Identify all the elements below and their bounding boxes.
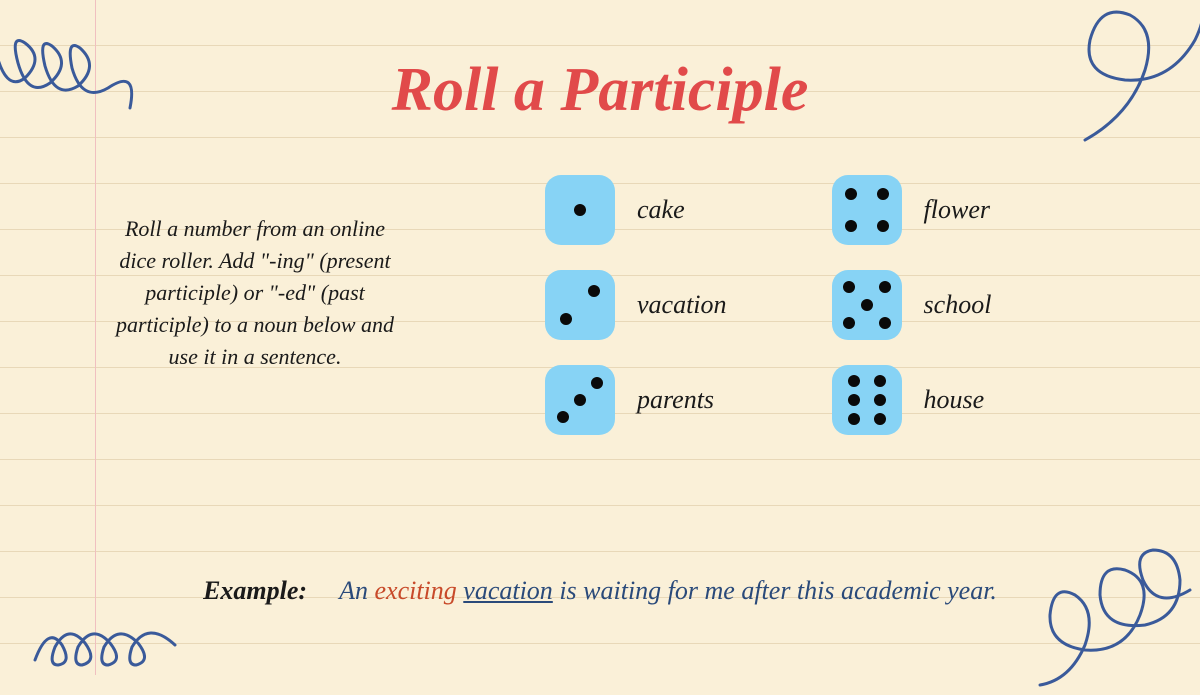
die-face-2 [545,270,615,340]
die-face-1 [545,175,615,245]
dice-grid: cake flower vacation school [545,175,991,435]
dice-item-2: vacation [545,270,727,340]
page-title: Roll a Participle [0,55,1200,126]
word-3: parents [637,385,714,415]
die-face-5 [832,270,902,340]
dice-item-3: parents [545,365,727,435]
die-face-4 [832,175,902,245]
example-post: is waiting for me after this academic ye… [553,576,997,605]
example-sentence: Example: An exciting vacation is waiting… [120,571,1080,610]
word-4: flower [924,195,990,225]
dice-item-4: flower [832,175,992,245]
example-pre: An [339,576,374,605]
word-2: vacation [637,290,727,320]
dice-item-5: school [832,270,992,340]
example-underlined: vacation [463,576,553,605]
word-5: school [924,290,992,320]
word-1: cake [637,195,685,225]
instructions-text: Roll a number from an online dice roller… [105,213,405,372]
doodle-spiral-bottom-left [30,605,190,685]
die-face-3 [545,365,615,435]
word-6: house [924,385,985,415]
example-label: Example: [203,576,307,605]
dice-item-6: house [832,365,992,435]
dice-item-1: cake [545,175,727,245]
die-face-6 [832,365,902,435]
doodle-scribble-bottom-right [1025,525,1195,695]
example-highlight: exciting [374,576,456,605]
